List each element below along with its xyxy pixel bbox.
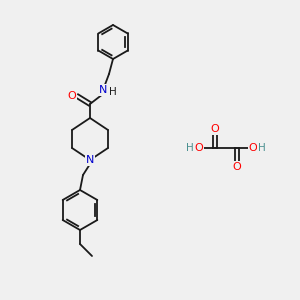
Text: O: O bbox=[68, 91, 76, 101]
Text: N: N bbox=[99, 85, 107, 95]
Text: H: H bbox=[186, 143, 194, 153]
Text: O: O bbox=[195, 143, 203, 153]
Text: O: O bbox=[232, 162, 242, 172]
Text: N: N bbox=[86, 155, 94, 165]
Text: O: O bbox=[211, 124, 219, 134]
Text: H: H bbox=[258, 143, 266, 153]
Text: O: O bbox=[249, 143, 257, 153]
Text: H: H bbox=[109, 87, 117, 97]
